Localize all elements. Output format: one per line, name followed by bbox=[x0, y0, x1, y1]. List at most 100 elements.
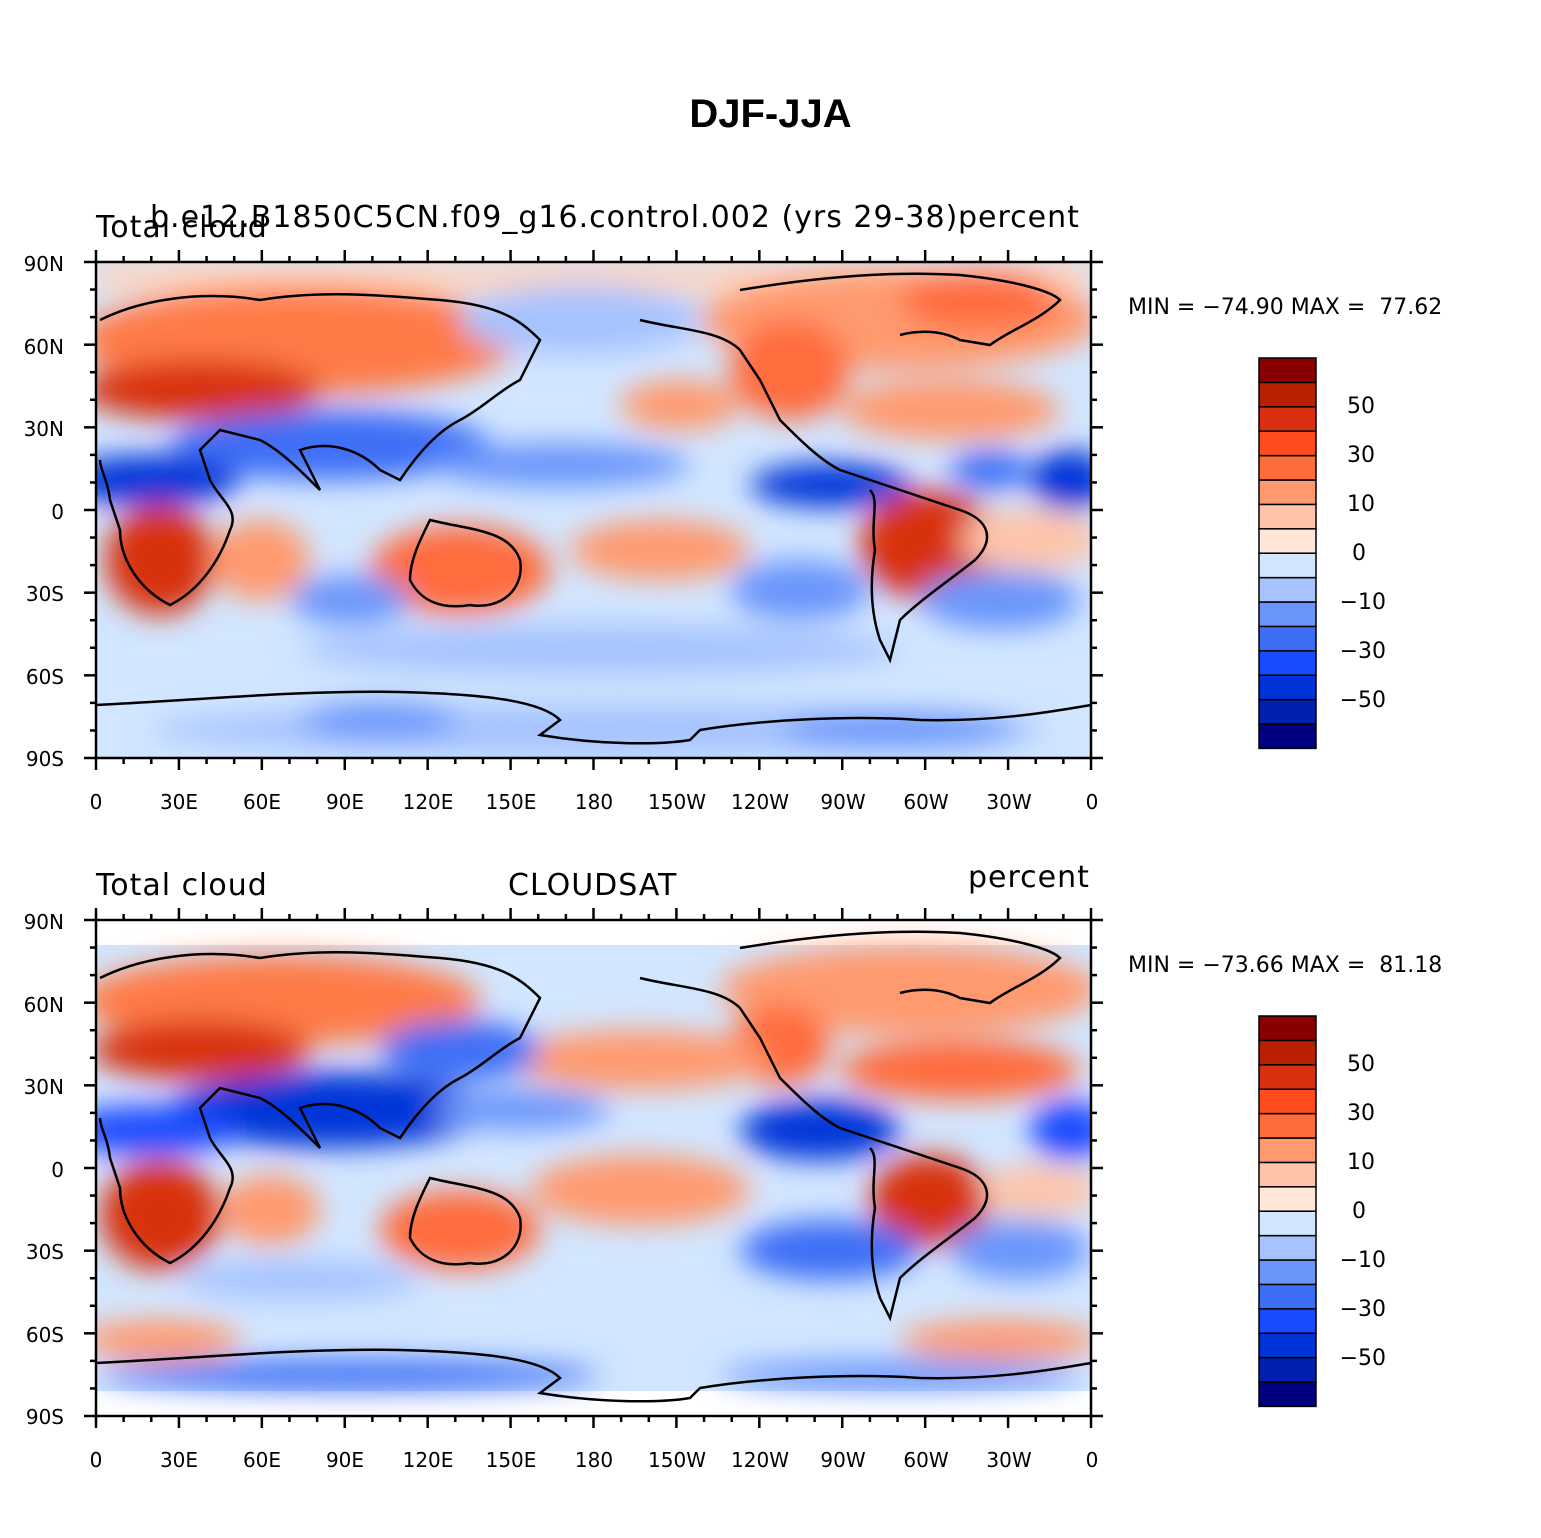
panel2-colorbar-label: 0 bbox=[1352, 1199, 1366, 1224]
colorbar-swatch bbox=[1258, 406, 1317, 432]
colorbar-swatch bbox=[1258, 1112, 1317, 1139]
colorbar-swatch bbox=[1258, 723, 1317, 750]
panel1-xtick: 60E bbox=[242, 790, 282, 814]
panel2-xtick: 120E bbox=[402, 1448, 454, 1472]
figure-title: DJF-JJA bbox=[689, 92, 852, 136]
colorbar-swatch bbox=[1258, 503, 1317, 530]
panel2-left-label: Total cloud bbox=[96, 868, 268, 903]
colorbar-swatch bbox=[1258, 1332, 1317, 1359]
panel1-ytick-30n: 30N bbox=[23, 417, 64, 441]
panel1-xtick: 150W bbox=[648, 790, 706, 814]
colorbar-swatch bbox=[1258, 381, 1317, 408]
panel2-xtick: 90E bbox=[325, 1448, 365, 1472]
colorbar-swatch bbox=[1258, 1161, 1317, 1188]
panel2-xtick: 120W bbox=[731, 1448, 789, 1472]
panel2-ytick-90n: 90N bbox=[23, 910, 64, 934]
panel2-xtick: 60E bbox=[242, 1448, 282, 1472]
panel2-xtick: 30W bbox=[986, 1448, 1032, 1472]
panel2-center-label: CLOUDSAT bbox=[508, 868, 678, 903]
panel1-colorbar-label: 50 bbox=[1347, 394, 1375, 419]
colorbar-swatch bbox=[1258, 1234, 1317, 1261]
colorbar-swatch bbox=[1258, 650, 1317, 676]
colorbar-swatch bbox=[1258, 1356, 1317, 1383]
colorbar-swatch bbox=[1258, 1283, 1317, 1310]
panel2-right-label: percent bbox=[968, 860, 1090, 895]
panel1-xtick: 180 bbox=[574, 790, 614, 814]
panel2-colorbar-label: 50 bbox=[1347, 1052, 1375, 1077]
panel1-ytick-0: 0 bbox=[51, 500, 64, 524]
panel2-xtick: 30E bbox=[159, 1448, 199, 1472]
colorbar-swatch bbox=[1258, 625, 1317, 652]
panel2-xtick: 150E bbox=[485, 1448, 537, 1472]
panel2-ytick-0: 0 bbox=[51, 1158, 64, 1182]
panel1-colorbar-label: −50 bbox=[1339, 688, 1386, 713]
panel1-colorbar-label: −30 bbox=[1339, 639, 1386, 664]
colorbar-swatch bbox=[1258, 1381, 1317, 1408]
panel2-ytick-30s: 30S bbox=[25, 1240, 64, 1264]
colorbar-swatch bbox=[1258, 1210, 1317, 1237]
panel2-colorbar-label: −50 bbox=[1339, 1346, 1386, 1371]
panel2-ytick-30n: 30N bbox=[23, 1075, 64, 1099]
panel2-xtick: 0 bbox=[1085, 1448, 1099, 1472]
panel1-center-label: b.e12.B1850C5CN.f09_g16.control.002 (yrs… bbox=[150, 200, 959, 235]
panel1-xtick: 60W bbox=[903, 790, 949, 814]
panel2-ytick-90s: 90S bbox=[25, 1405, 64, 1429]
colorbar-swatch bbox=[1258, 552, 1317, 579]
panel2-xtick: 60W bbox=[903, 1448, 949, 1472]
panel1-ytick-30s: 30S bbox=[25, 582, 64, 606]
panel2-colorbar-label: −10 bbox=[1339, 1248, 1386, 1273]
panel1-ytick-60s: 60S bbox=[25, 665, 64, 689]
colorbar-swatch bbox=[1258, 357, 1317, 384]
colorbar-swatch bbox=[1258, 601, 1317, 628]
panel1-xtick: 30W bbox=[986, 790, 1032, 814]
colorbar-swatch bbox=[1258, 454, 1317, 481]
panel1-xtick: 90E bbox=[325, 790, 365, 814]
panel1-colorbar-label: 0 bbox=[1352, 541, 1366, 566]
panel2-xtick: 0 bbox=[89, 1448, 103, 1472]
panel2-map bbox=[96, 920, 1091, 1416]
panel1-ytick-60n: 60N bbox=[23, 335, 64, 359]
panel2-colorbar-label: 30 bbox=[1347, 1101, 1375, 1126]
panel2-colorbar bbox=[1258, 1015, 1317, 1408]
panel1-xtick: 90W bbox=[820, 790, 866, 814]
colorbar-swatch bbox=[1258, 1137, 1317, 1164]
colorbar-swatch bbox=[1258, 1186, 1317, 1212]
panel2-min-max: MIN = −73.66 MAX = 81.18 bbox=[1128, 953, 1443, 978]
panel2-xtick: 150W bbox=[648, 1448, 706, 1472]
panel1-ytick-90s: 90S bbox=[25, 747, 64, 771]
colorbar-swatch bbox=[1258, 698, 1317, 725]
colorbar-swatch bbox=[1258, 1039, 1317, 1066]
axis-ticks bbox=[84, 250, 1103, 1428]
colorbar-swatch bbox=[1258, 430, 1317, 457]
colorbar-swatch bbox=[1258, 1015, 1317, 1042]
panel2-xtick: 90W bbox=[820, 1448, 866, 1472]
colorbar-swatch bbox=[1258, 674, 1317, 701]
panel1-colorbar-label: 10 bbox=[1347, 492, 1375, 517]
colorbar-swatch bbox=[1258, 479, 1317, 506]
panel1-right-label: percent bbox=[958, 200, 1080, 235]
panel2-colorbar-label: −30 bbox=[1339, 1297, 1386, 1322]
panel1-xtick: 0 bbox=[1085, 790, 1099, 814]
panel2-colorbar-label: 10 bbox=[1347, 1150, 1375, 1175]
colorbar-swatch bbox=[1258, 576, 1317, 603]
panel1-colorbar-label: −10 bbox=[1339, 590, 1386, 615]
panel1-min-max: MIN = −74.90 MAX = 77.62 bbox=[1128, 295, 1443, 320]
panel1-xtick: 120E bbox=[402, 790, 454, 814]
panel1-map bbox=[96, 262, 1091, 758]
panel2-ytick-60n: 60N bbox=[23, 993, 64, 1017]
panel1-coastlines bbox=[96, 272, 1091, 745]
colorbar-swatch bbox=[1258, 1064, 1317, 1090]
panel1-colorbar-label: 30 bbox=[1347, 443, 1375, 468]
colorbar-swatch bbox=[1258, 1259, 1317, 1286]
colorbar-swatch bbox=[1258, 1308, 1317, 1334]
panel1-xtick: 30E bbox=[159, 790, 199, 814]
panel2-ytick-60s: 60S bbox=[25, 1323, 64, 1347]
colorbar-swatch bbox=[1258, 1088, 1317, 1115]
panel1-xtick: 0 bbox=[89, 790, 103, 814]
panel2-xtick: 180 bbox=[574, 1448, 614, 1472]
colorbar-swatch bbox=[1258, 528, 1317, 554]
panel1-colorbar bbox=[1258, 357, 1317, 750]
panel2-coastlines bbox=[96, 930, 1091, 1403]
panel1-ytick-90n: 90N bbox=[23, 252, 64, 276]
